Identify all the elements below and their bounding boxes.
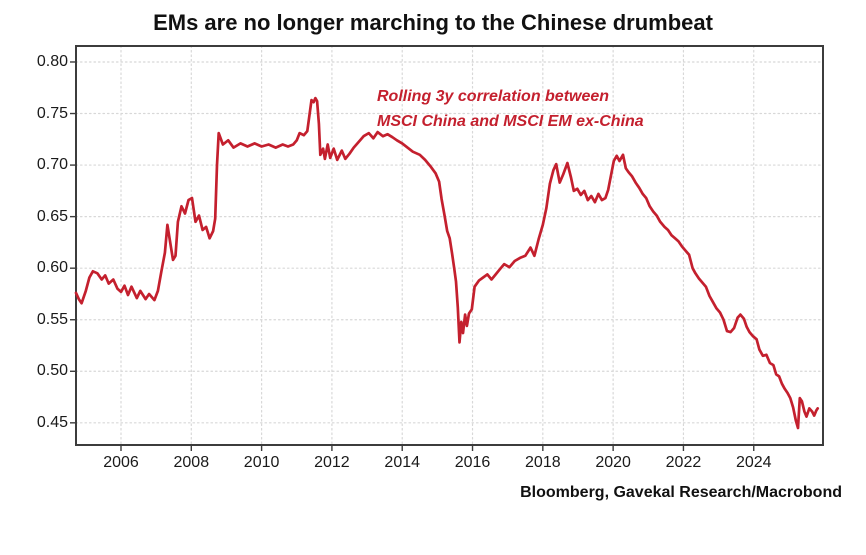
y-tick-label: 0.55 bbox=[36, 310, 68, 328]
annotation-line-2: MSCI China and MSCI EM ex-China bbox=[377, 113, 644, 130]
x-tick-label: 2014 bbox=[384, 454, 421, 471]
series-annotation: Rolling 3y correlation between MSCI Chin… bbox=[377, 84, 644, 134]
plot-frame bbox=[75, 45, 824, 446]
plot-area bbox=[70, 45, 824, 451]
x-tick-label: 2016 bbox=[454, 454, 491, 471]
y-tick-label: 0.75 bbox=[36, 104, 68, 122]
annotation-line-1: Rolling 3y correlation between bbox=[377, 88, 610, 105]
x-tick-label: 2012 bbox=[314, 454, 350, 471]
chart-title: EMs are no longer marching to the Chines… bbox=[153, 10, 713, 35]
y-tick-label: 0.60 bbox=[36, 259, 68, 277]
x-tick-label: 2006 bbox=[103, 454, 139, 471]
correlation-line bbox=[74, 96, 820, 430]
x-tick-label: 2010 bbox=[243, 454, 280, 471]
y-tick-label: 0.65 bbox=[36, 207, 68, 225]
x-tick-label: 2022 bbox=[665, 454, 702, 471]
y-tick-label: 0.45 bbox=[36, 413, 68, 431]
x-tick-label: 2018 bbox=[525, 454, 561, 471]
y-tick-label: 0.80 bbox=[36, 52, 68, 70]
x-tick-label: 2024 bbox=[735, 454, 772, 471]
y-tick-label: 0.70 bbox=[36, 156, 68, 174]
source-attribution: Bloomberg, Gavekal Research/Macrobond bbox=[520, 484, 842, 501]
x-tick-label: 2020 bbox=[595, 454, 631, 471]
x-tick-label: 2008 bbox=[173, 454, 210, 471]
y-tick-label: 0.50 bbox=[36, 362, 68, 380]
